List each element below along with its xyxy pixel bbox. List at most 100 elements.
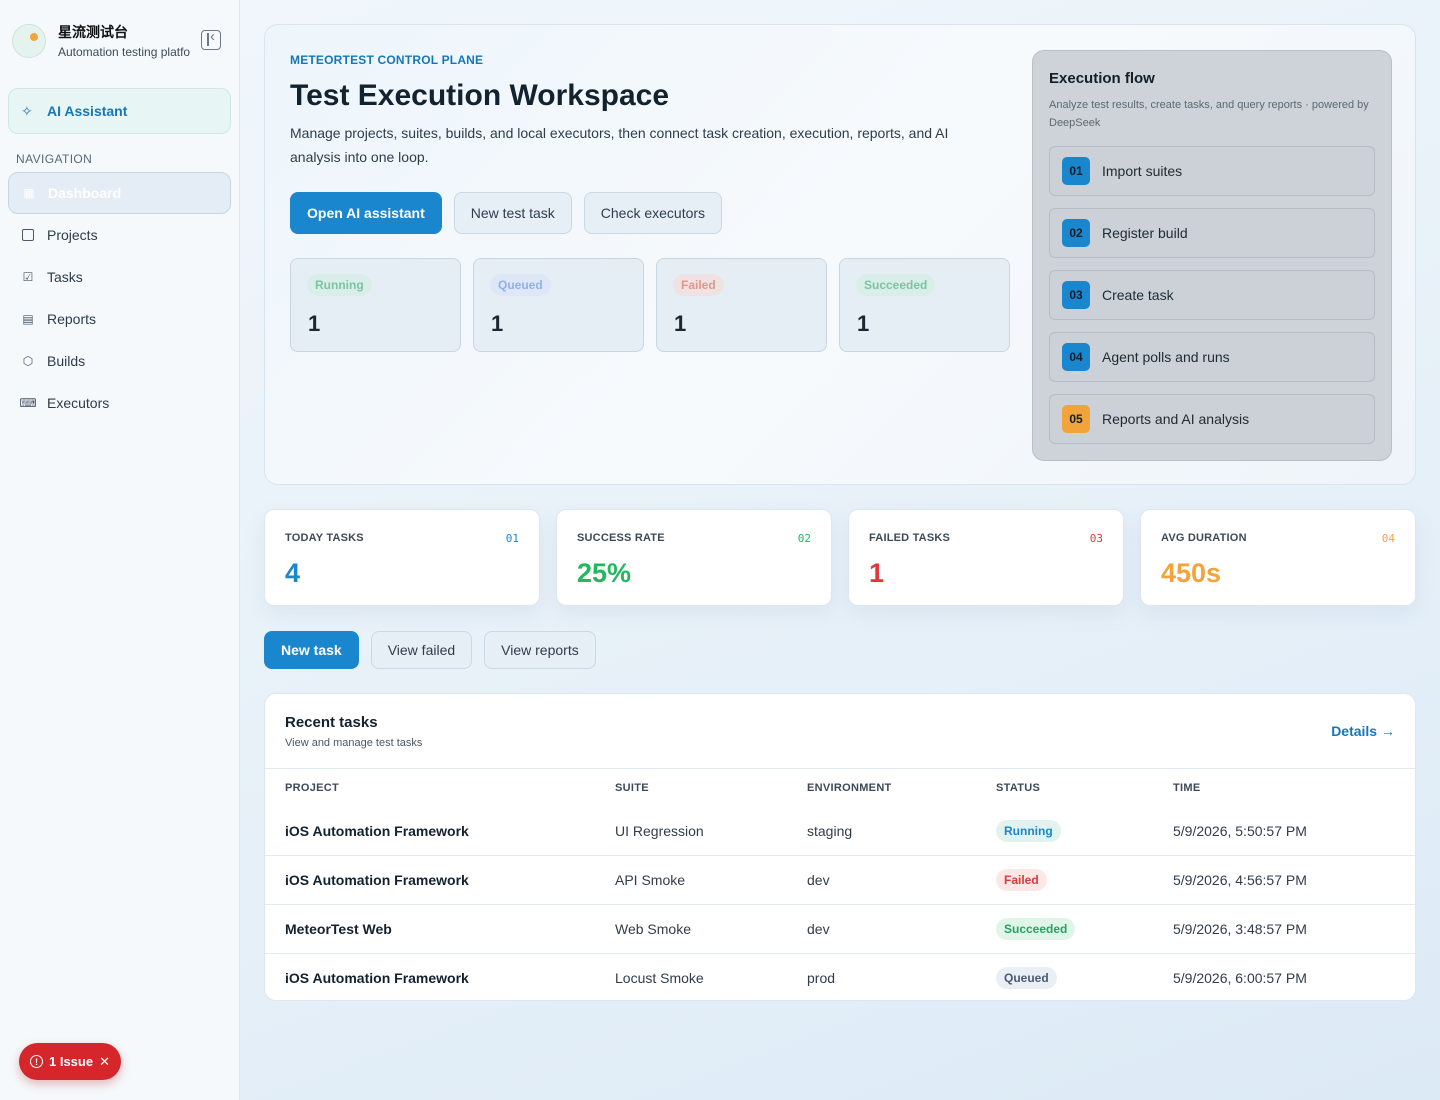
- status-card-running[interactable]: Running 1: [290, 258, 461, 352]
- nav-heading: NAVIGATION: [16, 152, 93, 166]
- status-count: 1: [674, 311, 687, 336]
- open-ai-assistant-button[interactable]: Open AI assistant: [290, 192, 442, 234]
- hero-eyebrow: METEORTEST CONTROL PLANE: [290, 53, 484, 67]
- view-reports-button[interactable]: View reports: [484, 631, 596, 669]
- metric-card-today-tasks: TODAY TASKS 01 4: [264, 509, 540, 606]
- status-badge: Running: [307, 274, 372, 296]
- sidebar-item-projects[interactable]: Projects: [8, 214, 231, 256]
- step-label: Reports and AI analysis: [1102, 411, 1250, 427]
- status-badge: Queued: [490, 274, 551, 296]
- cell-project: iOS Automation Framework: [265, 953, 615, 1000]
- metric-index: 01: [505, 532, 519, 545]
- cell-environment: staging: [807, 822, 853, 839]
- sidebar-item-builds[interactable]: ⬡ Builds: [8, 340, 231, 382]
- sidebar-item-tasks[interactable]: ☑ Tasks: [8, 256, 231, 298]
- metric-label: AVG DURATION: [1161, 532, 1247, 544]
- brand-name: 星流测试台: [58, 24, 128, 40]
- table-row[interactable]: MeteorTest Web Web Smoke dev Succeeded 5…: [265, 904, 1415, 954]
- recent-tasks-title: Recent tasks: [285, 714, 378, 731]
- sidebar-item-label: Tasks: [47, 269, 83, 285]
- cell-suite: API Smoke: [615, 855, 807, 905]
- cell-project: iOS Automation Framework: [285, 822, 469, 839]
- nav-list: ▦ Dashboard Projects ☑ Tasks ▤ Reports ⬡…: [8, 172, 231, 424]
- ai-assistant-nav-item[interactable]: ✧ AI Assistant: [8, 88, 231, 134]
- step-number: 01: [1062, 157, 1090, 185]
- brand-logo-icon: [12, 23, 46, 58]
- flow-title: Execution flow: [1049, 70, 1155, 87]
- metric-index: 02: [797, 532, 811, 545]
- ai-assistant-label: AI Assistant: [47, 103, 128, 119]
- metrics-row: TODAY TASKS 01 4 SUCCESS RATE 02 25% FAI…: [264, 509, 1416, 606]
- recent-tasks-subtitle: View and manage test tasks: [285, 737, 423, 749]
- status-count: 1: [857, 311, 870, 336]
- flow-step[interactable]: 05 Reports and AI analysis: [1049, 394, 1375, 444]
- step-label: Import suites: [1102, 163, 1183, 179]
- document-icon: ▤: [22, 312, 34, 326]
- step-label: Agent polls and runs: [1102, 349, 1230, 365]
- brand-subtitle: Automation testing platfo: [58, 45, 191, 59]
- status-badge: Failed: [996, 869, 1047, 891]
- close-icon[interactable]: ✕: [99, 1053, 110, 1069]
- sidebar-item-executors[interactable]: ⌨ Executors: [8, 382, 231, 424]
- metric-label: FAILED TASKS: [869, 532, 951, 544]
- page-title: Test Execution Workspace: [290, 79, 670, 112]
- status-badge: Succeeded: [996, 918, 1076, 940]
- flow-step[interactable]: 02 Register build: [1049, 208, 1375, 258]
- sidebar: 星流测试台 Automation testing platfo ✧ AI Ass…: [0, 0, 240, 1100]
- sidebar-item-dashboard[interactable]: ▦ Dashboard: [8, 172, 231, 214]
- folder-icon: [21, 228, 35, 242]
- table-row[interactable]: iOS Automation Framework Locust Smoke pr…: [265, 953, 1415, 1000]
- cell-project: MeteorTest Web: [265, 904, 615, 954]
- metric-index: 03: [1089, 532, 1103, 545]
- terminal-icon: ⌨: [19, 396, 37, 410]
- status-cards: Running 1 Queued 1 Failed 1 Succeeded 1: [290, 258, 1010, 352]
- flow-steps: 01 Import suites 02 Register build 03 Cr…: [1049, 146, 1375, 456]
- ai-sparkle-icon: ✧: [21, 102, 33, 119]
- column-header-suite: SUITE: [615, 768, 807, 807]
- collapse-sidebar-icon[interactable]: [201, 28, 221, 50]
- new-test-task-button[interactable]: New test task: [453, 192, 572, 234]
- cell-time: 5/9/2026, 4:56:57 PM: [1173, 855, 1415, 905]
- table-row[interactable]: iOS Automation Framework API Smoke dev F…: [265, 855, 1415, 905]
- check-executors-button[interactable]: Check executors: [583, 192, 723, 234]
- status-badge: Succeeded: [856, 274, 936, 296]
- metric-card-success-rate: SUCCESS RATE 02 25%: [556, 509, 832, 606]
- column-header-status: STATUS: [996, 768, 1173, 807]
- hero-panel: METEORTEST CONTROL PLANE Test Execution …: [264, 24, 1416, 485]
- issue-indicator[interactable]: ! 1 Issue ✕: [19, 1043, 121, 1080]
- cube-icon: ⬡: [22, 354, 34, 368]
- flow-step[interactable]: 04 Agent polls and runs: [1049, 332, 1375, 382]
- new-task-button[interactable]: New task: [264, 631, 359, 669]
- status-card-failed[interactable]: Failed 1: [656, 258, 827, 352]
- column-header-environment: ENVIRONMENT: [807, 768, 996, 807]
- step-number: 05: [1062, 405, 1090, 433]
- cell-environment: dev: [807, 904, 996, 954]
- status-card-queued[interactable]: Queued 1: [473, 258, 644, 352]
- metric-value: 1: [869, 558, 885, 588]
- flow-step[interactable]: 01 Import suites: [1049, 146, 1375, 196]
- recent-tasks-panel: Recent tasks View and manage test tasks …: [264, 693, 1416, 1001]
- hero-actions: Open AI assistant New test task Check ex…: [290, 192, 723, 234]
- metric-index: 04: [1381, 532, 1395, 545]
- metric-label: TODAY TASKS: [285, 532, 364, 544]
- details-link[interactable]: Details →: [1331, 723, 1395, 739]
- alert-icon: !: [30, 1055, 43, 1068]
- cell-suite: Web Smoke: [615, 904, 807, 954]
- status-card-succeeded[interactable]: Succeeded 1: [839, 258, 1010, 352]
- metric-value: 450s: [1161, 558, 1222, 588]
- step-number: 02: [1062, 219, 1090, 247]
- step-label: Register build: [1102, 225, 1188, 241]
- status-badge: Failed: [673, 274, 724, 296]
- sidebar-item-reports[interactable]: ▤ Reports: [8, 298, 231, 340]
- brand[interactable]: 星流测试台 Automation testing platfo: [12, 22, 198, 59]
- flow-step[interactable]: 03 Create task: [1049, 270, 1375, 320]
- execution-flow-panel: Execution flow Analyze test results, cre…: [1032, 50, 1392, 461]
- status-badge: Queued: [996, 967, 1057, 990]
- sidebar-item-label: Executors: [47, 395, 110, 411]
- grid-icon: ▦: [23, 186, 35, 200]
- view-failed-button[interactable]: View failed: [370, 631, 473, 669]
- table-row[interactable]: iOS Automation Framework UI Regression s…: [265, 807, 1415, 856]
- metric-value: 25%: [577, 558, 632, 588]
- column-header-time: TIME: [1173, 768, 1415, 807]
- cell-time: 5/9/2026, 5:50:57 PM: [1173, 822, 1307, 839]
